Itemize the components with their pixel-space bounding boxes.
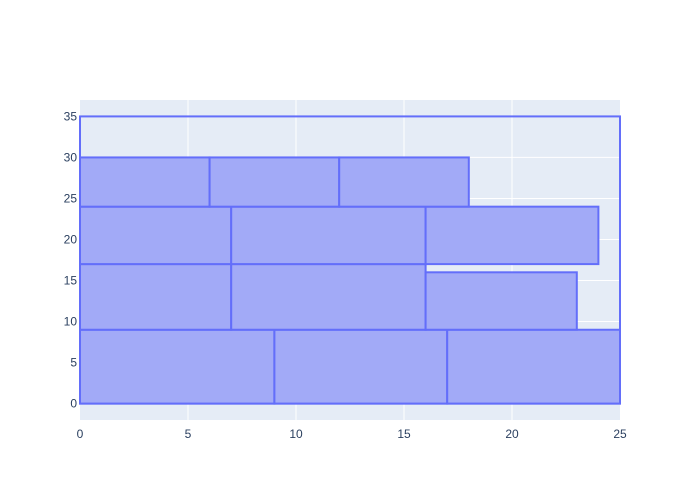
y-tick-label: 10 [64, 315, 78, 329]
y-tick-label: 35 [64, 109, 78, 123]
y-tick-label: 20 [64, 232, 78, 246]
chart-rectangle [230, 263, 427, 331]
x-tick-label: 10 [289, 427, 303, 441]
chart-rectangle [79, 263, 233, 331]
x-tick-label: 15 [397, 427, 411, 441]
chart-rectangle [79, 328, 276, 405]
chart-rectangle [230, 205, 427, 266]
chart-rectangle [446, 328, 622, 405]
axes: 0 5 10 15 20 25 0 5 10 15 20 25 30 35 [64, 109, 627, 441]
x-tick-label: 5 [185, 427, 192, 441]
y-tick-label: 15 [64, 274, 78, 288]
chart-rectangle [79, 156, 211, 208]
chart-rectangle [208, 156, 341, 208]
y-tick-label: 30 [64, 150, 78, 164]
chart-rectangle [273, 328, 449, 405]
chart-rectangle [338, 156, 470, 208]
chart-rectangle [424, 271, 578, 331]
y-tick-label: 25 [64, 191, 78, 205]
x-tick-label: 25 [613, 427, 627, 441]
y-tick-label: 5 [70, 356, 77, 370]
chart-rectangle [424, 205, 600, 266]
x-tick-label: 0 [77, 427, 84, 441]
rectangles-layer [79, 115, 622, 405]
chart-rectangle [79, 205, 233, 266]
x-tick-label: 20 [505, 427, 519, 441]
y-tick-label: 0 [70, 397, 77, 411]
